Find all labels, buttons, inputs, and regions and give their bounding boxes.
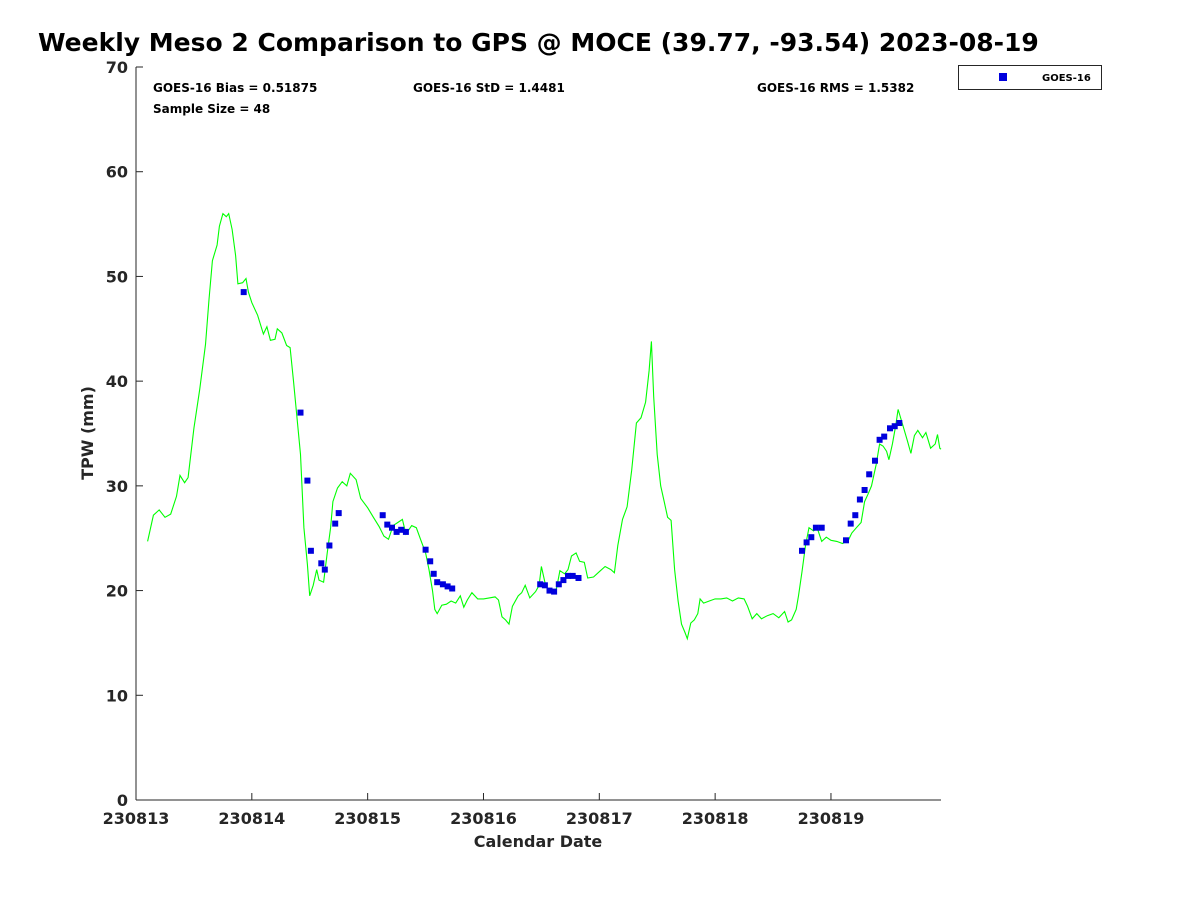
goes16-data-point xyxy=(434,579,441,586)
goes16-data-point xyxy=(887,425,893,432)
x-axis-label: Calendar Date xyxy=(474,832,603,851)
legend: GOES-16 xyxy=(958,65,1102,90)
x-tick-label: 230815 xyxy=(334,809,401,828)
goes16-data-point xyxy=(321,566,328,573)
y-tick-label: 20 xyxy=(106,582,128,601)
goes16-data-point xyxy=(856,496,863,503)
sample-size-stat: Sample Size = 48 xyxy=(153,102,270,116)
goes16-data-point xyxy=(379,512,386,519)
goes16-data-point xyxy=(852,512,859,519)
goes16-data-point xyxy=(307,547,314,554)
y-tick-label: 0 xyxy=(117,791,128,810)
rms-stat: GOES-16 RMS = 1.5382 xyxy=(757,81,914,95)
goes16-data-point xyxy=(799,547,805,554)
goes16-data-point xyxy=(393,528,400,535)
goes16-data-point xyxy=(449,585,456,592)
goes16-data-point xyxy=(389,524,395,531)
x-tick-label: 230814 xyxy=(218,809,285,828)
goes16-data-point xyxy=(541,582,548,589)
goes16-data-point xyxy=(876,436,883,443)
goes16-data-point xyxy=(427,558,434,565)
goes16-data-point xyxy=(847,520,854,527)
std-stat: GOES-16 StD = 1.4481 xyxy=(413,81,565,95)
goes16-data-point xyxy=(565,572,571,579)
chart-title: Weekly Meso 2 Comparison to GPS @ MOCE (… xyxy=(38,28,1039,57)
goes16-data-point xyxy=(569,572,576,579)
goes16-data-point xyxy=(422,546,429,553)
goes16-data-point xyxy=(326,542,333,549)
y-axis-label: TPW (mm) xyxy=(78,386,97,480)
goes16-data-point xyxy=(896,420,903,426)
goes16-data-point xyxy=(304,477,311,484)
legend-marker-goes16 xyxy=(999,73,1007,81)
y-tick-label: 50 xyxy=(106,267,128,286)
goes16-data-point xyxy=(866,471,873,478)
goes16-data-point xyxy=(881,433,888,440)
x-tick-label: 230816 xyxy=(450,809,517,828)
goes16-data-point xyxy=(402,528,409,535)
goes16-data-point xyxy=(398,526,405,533)
plot-area xyxy=(147,212,942,641)
goes16-data-point xyxy=(297,409,304,416)
goes16-data-point xyxy=(444,583,451,590)
y-tick-label: 10 xyxy=(106,686,128,705)
goes16-data-point xyxy=(861,487,868,493)
y-tick-label: 30 xyxy=(106,477,128,496)
y-tick-label: 70 xyxy=(106,58,128,77)
goes16-data-point xyxy=(335,510,342,517)
goes16-data-point xyxy=(872,457,878,464)
goes16-data-point xyxy=(803,539,810,546)
y-tick-label: 60 xyxy=(106,163,128,182)
goes16-data-point xyxy=(332,520,339,527)
goes16-data-point xyxy=(551,588,558,595)
goes16-data-point xyxy=(555,581,562,588)
goes16-data-point xyxy=(818,524,825,531)
goes16-data-point xyxy=(384,521,391,528)
goes16-data-point xyxy=(318,560,325,567)
y-tick-label: 40 xyxy=(106,372,128,391)
gps-series-line xyxy=(147,212,942,641)
goes16-data-point xyxy=(430,570,437,577)
goes16-data-point xyxy=(812,524,819,531)
goes16-data-point xyxy=(575,575,582,581)
goes16-data-point xyxy=(843,537,849,544)
goes16-data-point xyxy=(546,587,553,594)
goes16-data-point xyxy=(240,289,247,296)
legend-box xyxy=(958,65,1102,90)
goes16-data-point xyxy=(891,423,898,430)
x-tick-label: 230819 xyxy=(798,809,865,828)
x-tick-label: 230818 xyxy=(682,809,749,828)
goes16-data-point xyxy=(560,577,567,584)
goes16-data-point xyxy=(439,581,446,588)
x-tick-label: 230813 xyxy=(103,809,170,828)
legend-label-goes16: GOES-16 xyxy=(1042,73,1091,84)
x-tick-label: 230817 xyxy=(566,809,633,828)
bias-stat: GOES-16 Bias = 0.51875 xyxy=(153,81,317,95)
goes16-data-point xyxy=(808,534,815,541)
goes16-data-point xyxy=(537,581,544,588)
y-axis: 0 10 20 30 40 50 60 70 xyxy=(106,58,143,810)
x-axis: 230813 230814 230815 230816 230817 230818 2308… xyxy=(103,793,865,828)
